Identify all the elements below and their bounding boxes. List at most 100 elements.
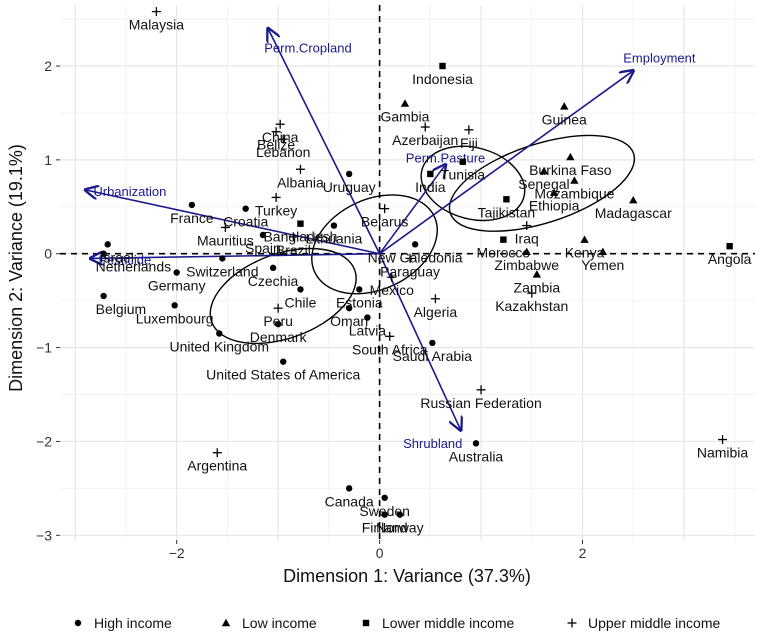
point-label-south-africa: South Africa	[352, 341, 428, 357]
point-label-uruguay: Uruguay	[323, 179, 376, 195]
loading-vector-employment	[379, 71, 634, 255]
point-label-belize: Belize	[257, 137, 295, 153]
x-tick-label: 2	[579, 545, 587, 561]
vector-label-shrubland: Shrubland	[403, 436, 462, 451]
point-label-oman: Oman	[330, 313, 368, 329]
point-label-czechia: Czechia	[248, 273, 299, 289]
legend-key-upper-middle-income	[567, 618, 577, 628]
data-point-chile	[297, 286, 304, 293]
point-label-china: China	[262, 129, 299, 145]
point-label-azerbaijan: Azerbaijan	[392, 132, 458, 148]
point-label-angola: Angola	[708, 251, 752, 267]
legend-label-lower-middle-income: Lower middle income	[382, 615, 514, 631]
y-tick-label: 2	[44, 58, 52, 74]
data-point-algeria	[430, 294, 440, 304]
data-point-iraq	[522, 221, 532, 231]
data-point-peru	[273, 303, 283, 313]
data-point-sweden	[381, 494, 388, 501]
data-point-ethiopia	[549, 188, 559, 196]
data-point-luxembourg	[171, 302, 178, 309]
x-tick-label: −2	[169, 545, 185, 561]
point-label-malaysia: Malaysia	[129, 17, 184, 33]
legend: High income Low income Lower middle income…	[74, 615, 720, 631]
point-label-ethiopia: Ethiopia	[529, 198, 580, 214]
point-label-sweden: Sweden	[359, 503, 410, 519]
data-point-kazakhstan	[527, 288, 537, 298]
data-point-azerbaijan	[420, 122, 430, 132]
data-point-spain	[259, 231, 267, 239]
data-point-albania	[295, 164, 305, 174]
point-label-croatia: Croatia	[223, 214, 268, 230]
data-point-saudi-arabia	[429, 339, 436, 347]
data-point-israel	[104, 241, 111, 248]
data-point-belgium	[100, 292, 107, 300]
data-point-paraguay	[405, 253, 415, 263]
vector-label-urbanization: Urbanization	[93, 184, 166, 199]
data-point-south-africa	[385, 331, 395, 341]
point-label-zimbabwe: Zimbabwe	[494, 257, 559, 273]
data-point-burkina-faso	[566, 152, 575, 161]
point-label-germany: Germany	[148, 278, 206, 294]
point-label-india: India	[415, 179, 446, 195]
point-label-luxembourg: Luxembourg	[136, 310, 214, 326]
point-label-mozambique: Mozambique	[534, 186, 614, 202]
data-point-switzerland	[219, 255, 226, 262]
data-point-argentina	[212, 448, 222, 458]
point-label-kazakhstan: Kazakhstan	[495, 298, 568, 314]
point-label-netherlands: Netherlands	[96, 259, 172, 275]
data-point-namibia	[718, 435, 728, 445]
point-label-spain: Spain	[245, 240, 281, 256]
data-point-turkey	[271, 192, 281, 202]
point-label-turkey: Turkey	[255, 202, 297, 218]
point-label-bangladesh: Bangladesh	[263, 229, 337, 245]
point-label-denmark: Denmark	[250, 329, 308, 345]
vector-label-employment: Employment	[623, 51, 696, 66]
reference-lines	[60, 5, 755, 540]
data-point-france	[188, 201, 196, 209]
point-label-peru: Peru	[263, 313, 293, 329]
data-point-canada	[345, 485, 353, 492]
data-point-belarus	[380, 204, 390, 214]
point-label-united-kingdom: United Kingdom	[169, 339, 269, 355]
point-label-madagascar: Madagascar	[595, 205, 672, 221]
point-label-lithuania: Lithuania	[306, 231, 363, 247]
point-label-switzerland: Switzerland	[186, 263, 258, 279]
vector-label-perm-cropland: Perm.Cropland	[264, 40, 351, 55]
point-label-yemen: Yemen	[581, 257, 624, 273]
y-tick-label: −1	[36, 340, 52, 356]
data-point-morocco	[500, 236, 507, 243]
point-label-gambia: Gambia	[380, 109, 429, 125]
data-point-gambia	[400, 99, 410, 107]
point-label-layer: Malaysia Indonesia Gambia Guinea China Azerba…	[96, 17, 752, 536]
x-axis-title: Dimension 1: Variance (37.3%)	[283, 566, 531, 586]
point-label-norway: Norway	[376, 520, 423, 536]
point-label-estonia: Estonia	[336, 294, 383, 310]
legend-key-low-income	[221, 618, 231, 627]
legend-key-lower-middle-income	[362, 619, 370, 627]
point-label-lebanon: Lebanon	[256, 144, 311, 160]
data-point-mexico	[387, 272, 397, 282]
vector-layer: Perm.Cropland Employment Perm.Pasture Urban…	[85, 28, 696, 451]
point-label-united-states-of-america: United States of America	[206, 367, 360, 383]
point-label-algeria: Algeria	[414, 304, 458, 320]
x-tick-label: 0	[376, 545, 384, 561]
point-label-guinea: Guinea	[542, 111, 587, 127]
legend-label-high-income: High income	[94, 615, 172, 631]
point-label-indonesia: Indonesia	[412, 71, 473, 87]
confidence-ellipse-lower-middle-income	[420, 145, 526, 222]
loading-vector-pesticide	[90, 254, 380, 259]
point-label-iraq: Iraq	[515, 231, 539, 247]
data-point-mozambique	[570, 176, 579, 184]
data-point-tajikistan	[503, 196, 510, 203]
data-point-united-kingdom	[216, 330, 223, 337]
data-point-madagascar	[629, 196, 638, 204]
data-point-estonia	[356, 286, 363, 293]
legend-key-high-income	[74, 619, 82, 627]
point-label-canada: Canada	[325, 493, 374, 509]
data-point-zimbabwe	[522, 247, 531, 256]
y-axis-title: Dimension 2: Variance (19.1%)	[6, 144, 26, 392]
data-point-czechia	[269, 264, 277, 272]
loading-vector-perm-pasture	[378, 165, 446, 255]
